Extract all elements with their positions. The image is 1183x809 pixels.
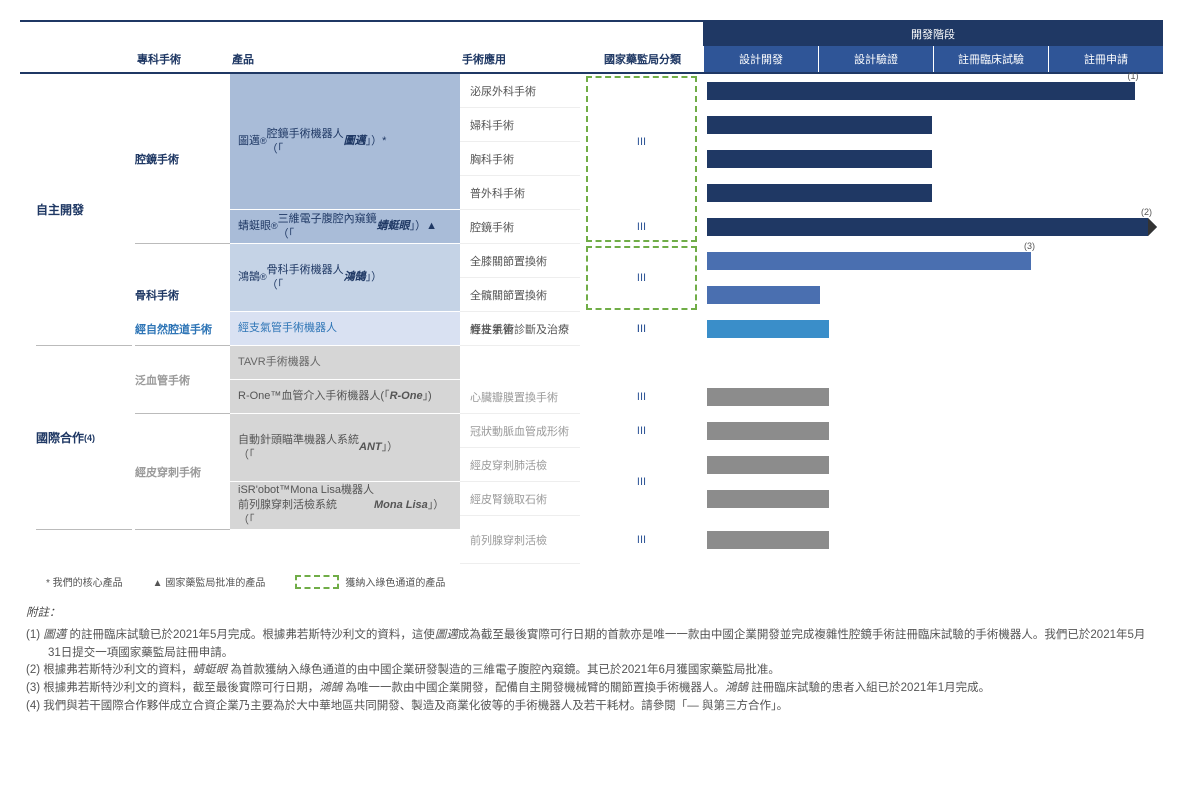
product-6: R-One™血管介入手術機器人(「R-One」)	[230, 380, 460, 414]
class-13: III	[580, 516, 703, 564]
legend-green: 獲納入綠色通道的產品	[295, 574, 445, 589]
bar-2	[707, 150, 932, 168]
footnote-4: (4) 我們與若干國際合作夥伴成立合資企業乃主要為於大中華地區共同開發、製造及商…	[26, 698, 1157, 716]
app-3: 普外科手術	[460, 176, 580, 210]
class-6: III	[580, 244, 703, 312]
product-0: 圖邁®腔鏡手術機器人（「圖邁」）*	[230, 74, 460, 210]
category-1: 國際合作(4)	[36, 346, 132, 530]
app-11: 經皮穿刺肺活檢	[460, 448, 580, 482]
app-5: 全膝關節置換術	[460, 244, 580, 278]
class-10: III	[580, 414, 703, 448]
bar-5: (3)	[707, 252, 1031, 270]
legend-approved: ▲ 國家藥監局批准的產品	[153, 574, 266, 589]
class-9: III	[580, 380, 703, 414]
product-4: 經支氣管手術機器人	[230, 312, 460, 346]
bar-10	[707, 422, 829, 440]
stage-col-2: 註冊臨床試驗	[933, 46, 1048, 72]
footnote-2: (2) 根據弗若斯特沙利文的資料，蜻蜓眼 為首款獲納入綠色通道的由中國企業研發製…	[26, 662, 1157, 680]
app-13: 前列腺穿刺活檢	[460, 516, 580, 564]
class-12: III	[580, 448, 703, 516]
header-row-1: 開發階段	[20, 20, 1163, 46]
stage-col-1: 設計驗證	[818, 46, 933, 72]
bar-9	[707, 388, 829, 406]
bar-11	[707, 456, 829, 474]
bar-13	[707, 531, 829, 549]
product-1: 蜻蜓眼®三維電子腹腔內窺鏡（「蜻蜓眼」）▲	[230, 210, 460, 244]
stage-col-0: 設計開發	[703, 46, 818, 72]
header-row-2: 專科手術 產品 手術應用 國家藥監局分類 設計開發設計驗證註冊臨床試驗註冊申請	[20, 46, 1163, 74]
bar-1	[707, 116, 932, 134]
h-application: 手術應用	[460, 46, 580, 72]
bar-4: (2)	[707, 218, 1148, 236]
app-2: 胸科手術	[460, 142, 580, 176]
bar-3	[707, 184, 932, 202]
product-8: iSR'obot™Mona Lisa機器人前列腺穿刺活檢系統（「Mona Lis…	[230, 482, 460, 530]
stage-col-3: 註冊申請	[1048, 46, 1163, 72]
app-8: 經支氣管診斷及治療	[460, 312, 580, 346]
footnotes-header: 附註：	[26, 605, 1157, 623]
legend-core: * 我們的核心產品	[46, 574, 123, 589]
product-5: TAVR手術機器人	[230, 346, 460, 380]
specialty-2: 經自然腔道手術	[135, 312, 230, 346]
specialty-3: 泛血管手術	[135, 346, 230, 414]
specialty-0: 腔鏡手術	[135, 74, 230, 244]
product-2: 鴻鵠®骨科手術機器人（「鴻鵠」）	[230, 244, 460, 312]
h-classification: 國家藥監局分類	[580, 46, 703, 72]
class-4: III	[580, 210, 703, 244]
chart-body: 自主開發國際合作(4)腔鏡手術骨科手術經自然腔道手術泛血管手術經皮穿刺手術圖邁®…	[20, 74, 1163, 564]
category-0: 自主開發	[36, 74, 132, 346]
bar-6	[707, 286, 820, 304]
class-2: III	[580, 74, 703, 210]
app-12: 經皮腎鏡取石術	[460, 482, 580, 516]
footnotes: 附註： (1) 圖邁 的註冊臨床試驗已於2021年5月完成。根據弗若斯特沙利文的…	[20, 605, 1163, 716]
app-1: 婦科手術	[460, 108, 580, 142]
h-specialty: 專科手術	[135, 46, 230, 72]
bar-12	[707, 490, 829, 508]
app-9: 心臟瓣膜置換手術	[460, 380, 580, 414]
pipeline-chart: 開發階段 專科手術 產品 手術應用 國家藥監局分類 設計開發設計驗證註冊臨床試驗…	[20, 20, 1163, 716]
app-10: 冠狀動脈血管成形術	[460, 414, 580, 448]
app-4: 腔鏡手術	[460, 210, 580, 244]
bar-8	[707, 320, 829, 338]
app-0: 泌尿外科手術	[460, 74, 580, 108]
footnote-1: (1) 圖邁 的註冊臨床試驗已於2021年5月完成。根據弗若斯特沙利文的資料，這…	[26, 627, 1157, 663]
stage-superheader: 開發階段	[703, 22, 1163, 46]
product-7: 自動針頭瞄準機器人系統（「ANT」）	[230, 414, 460, 482]
bar-0: (1)	[707, 82, 1135, 100]
class-8: III	[580, 312, 703, 346]
specialty-4: 經皮穿刺手術	[135, 414, 230, 530]
app-6: 全髖關節置換術	[460, 278, 580, 312]
h-product: 產品	[230, 46, 460, 72]
legend: * 我們的核心產品 ▲ 國家藥監局批准的產品 獲納入綠色通道的產品	[20, 574, 1163, 589]
footnote-3: (3) 根據弗若斯特沙利文的資料，截至最後實際可行日期，鴻鵠 為唯一一款由中國企…	[26, 680, 1157, 698]
